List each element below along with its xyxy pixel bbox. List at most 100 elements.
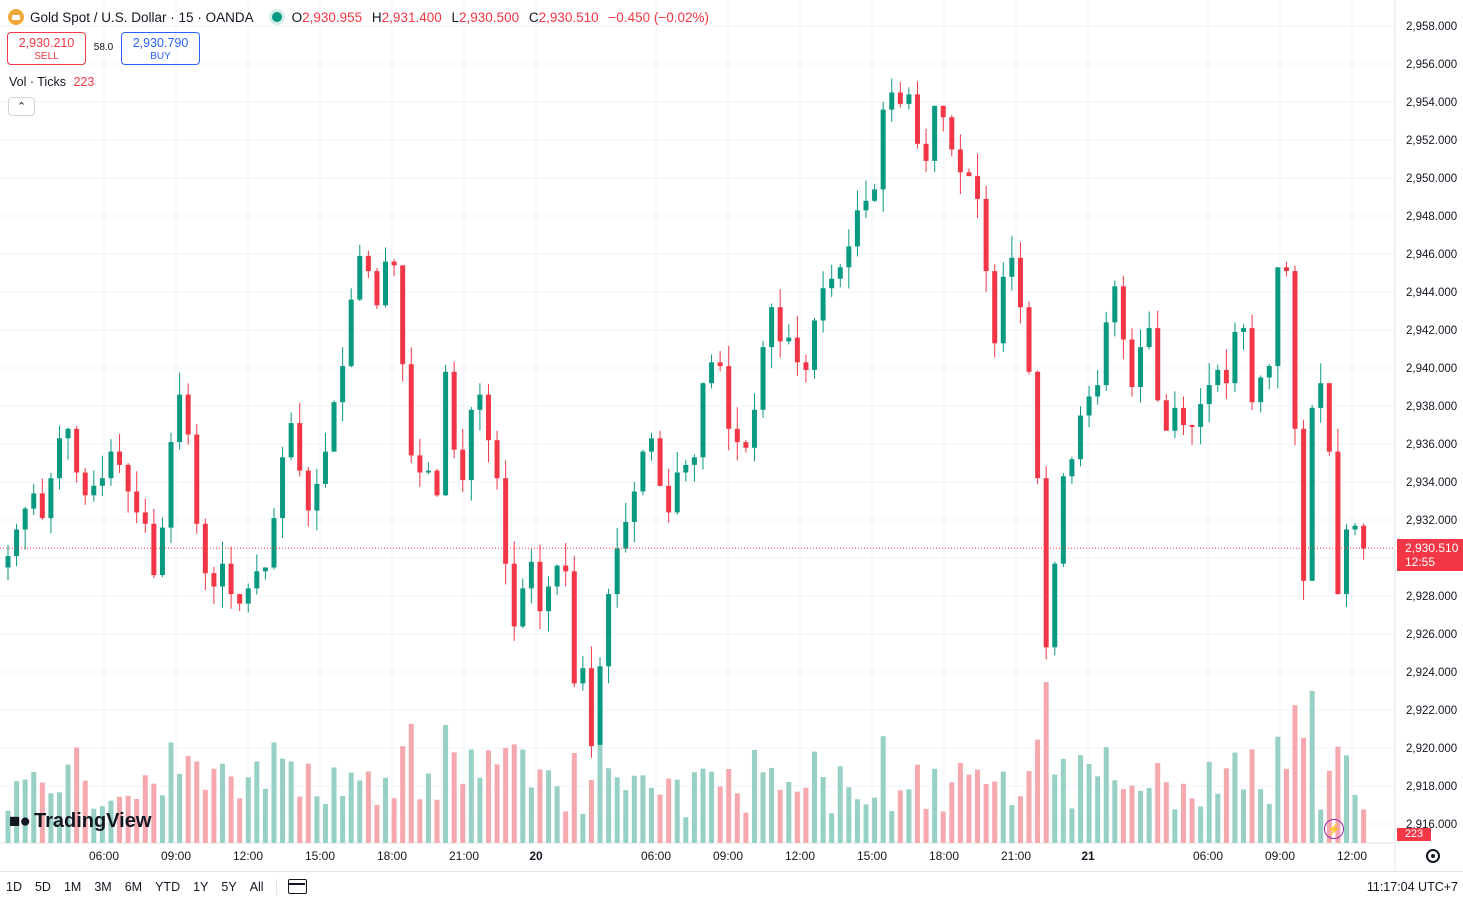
volume-bar bbox=[1026, 771, 1032, 843]
x-tick-label: 06:00 bbox=[89, 849, 119, 863]
range-button-3m[interactable]: 3M bbox=[94, 880, 112, 894]
volume-bar bbox=[975, 769, 981, 843]
symbol-title[interactable]: Gold Spot / U.S. Dollar · 15 · OANDA bbox=[30, 9, 254, 25]
settings-icon[interactable] bbox=[1426, 849, 1440, 863]
candle-body bbox=[657, 438, 663, 486]
candle-body bbox=[168, 442, 174, 528]
candle-body bbox=[803, 362, 809, 370]
range-button-all[interactable]: All bbox=[249, 880, 264, 894]
volume-bar bbox=[966, 774, 972, 843]
tradingview-logo[interactable]: ■● TradingView bbox=[9, 810, 151, 833]
range-button-6m[interactable]: 6M bbox=[124, 880, 143, 894]
volume-bar bbox=[91, 808, 97, 843]
volume-bar bbox=[485, 750, 491, 843]
range-button-5y[interactable]: 5Y bbox=[221, 880, 237, 894]
volume-bar bbox=[451, 752, 457, 843]
candle-body bbox=[880, 109, 886, 190]
candle-body bbox=[1180, 407, 1186, 425]
volume-bar bbox=[425, 773, 431, 843]
candle-body bbox=[1129, 339, 1135, 387]
sell-button[interactable]: 2,930.210 SELL bbox=[7, 32, 86, 65]
volume-bar bbox=[22, 779, 28, 843]
candle-body bbox=[1026, 307, 1032, 372]
volume-bar bbox=[812, 751, 818, 843]
volume-bar bbox=[322, 803, 328, 843]
clock[interactable]: 11:17:04 UTC+7 bbox=[1366, 880, 1458, 894]
volume-bar bbox=[854, 799, 860, 843]
volume-bar bbox=[5, 810, 11, 843]
volume-bar bbox=[228, 776, 234, 843]
candle-body bbox=[992, 271, 998, 344]
y-tick-label: 2,948.000 bbox=[1406, 211, 1457, 223]
volume-bar bbox=[168, 742, 174, 843]
volume-bar bbox=[400, 746, 406, 843]
x-tick-label: 06:00 bbox=[1193, 849, 1223, 863]
volume-legend[interactable]: Vol · Ticks 223 bbox=[9, 75, 94, 89]
volume-bar bbox=[709, 771, 715, 843]
volume-bar bbox=[1000, 771, 1006, 843]
volume-bar bbox=[348, 772, 354, 843]
volume-bar bbox=[99, 806, 105, 843]
close-value: 2,930.510 bbox=[538, 9, 599, 25]
candle-body bbox=[1043, 478, 1049, 648]
candle-body bbox=[769, 307, 775, 348]
candle-body bbox=[1017, 257, 1023, 308]
candle-body bbox=[425, 470, 431, 473]
volume-bar bbox=[511, 744, 517, 843]
price-chart[interactable]: 2,958.000 2,956.000 2,954.000 2,952.000 2,95… bbox=[0, 0, 1463, 871]
high-value: 2,931.400 bbox=[381, 9, 442, 25]
candle-body bbox=[666, 485, 672, 513]
candle-body bbox=[537, 561, 543, 612]
candle-body bbox=[408, 364, 414, 456]
y-tick-label: 2,952.000 bbox=[1406, 135, 1457, 147]
volume-bar bbox=[1129, 785, 1135, 843]
date-range-icon[interactable] bbox=[288, 879, 307, 894]
volume-bar bbox=[56, 792, 62, 843]
range-button-1m[interactable]: 1M bbox=[63, 880, 82, 894]
volume-bar bbox=[1283, 768, 1289, 843]
candle-body bbox=[1318, 383, 1324, 408]
volume-bar bbox=[443, 724, 449, 843]
volume-bar bbox=[940, 811, 946, 843]
lightning-icon[interactable]: ⚡ bbox=[1324, 819, 1344, 839]
candle-body bbox=[1189, 425, 1195, 427]
volume-bar bbox=[365, 771, 371, 843]
candle-body bbox=[374, 271, 380, 306]
candle-body bbox=[1292, 271, 1298, 429]
candle-body bbox=[1172, 407, 1178, 431]
range-button-1d[interactable]: 1D bbox=[6, 880, 22, 894]
volume-bar bbox=[923, 808, 929, 843]
volume-bar bbox=[280, 758, 286, 843]
volume-bar bbox=[1309, 690, 1315, 843]
volume-label: Vol · Ticks bbox=[9, 75, 66, 89]
market-open-icon[interactable] bbox=[271, 12, 282, 22]
candle-body bbox=[923, 143, 929, 161]
volume-bar bbox=[1241, 789, 1247, 843]
candle-body bbox=[134, 491, 140, 513]
volume-bar bbox=[528, 787, 534, 843]
volume-bar bbox=[1155, 763, 1161, 843]
candle-body bbox=[1000, 276, 1006, 344]
candle-body bbox=[674, 472, 680, 513]
candle-body bbox=[571, 571, 577, 684]
y-tick-label: 2,944.000 bbox=[1406, 287, 1457, 299]
range-button-5d[interactable]: 5D bbox=[34, 880, 51, 894]
candle-body bbox=[159, 527, 165, 576]
volume-bar bbox=[700, 768, 706, 843]
candle-body bbox=[322, 451, 328, 484]
sell-label: SELL bbox=[34, 51, 59, 62]
volume-bar bbox=[391, 798, 397, 843]
buy-button[interactable]: 2,930.790 BUY bbox=[121, 32, 200, 65]
candle-body bbox=[74, 428, 80, 473]
range-button-ytd[interactable]: YTD bbox=[155, 880, 181, 894]
candle-body bbox=[503, 478, 509, 564]
candle-body bbox=[734, 428, 740, 443]
volume-bar bbox=[1266, 803, 1272, 843]
volume-bar bbox=[1163, 782, 1169, 843]
candle-body bbox=[460, 449, 466, 481]
volume-bar bbox=[1086, 764, 1092, 843]
candle-body bbox=[262, 567, 268, 572]
range-button-1y[interactable]: 1Y bbox=[193, 880, 209, 894]
volume-bar bbox=[1103, 747, 1109, 843]
chevron-up-icon[interactable]: ⌃ bbox=[8, 97, 35, 116]
